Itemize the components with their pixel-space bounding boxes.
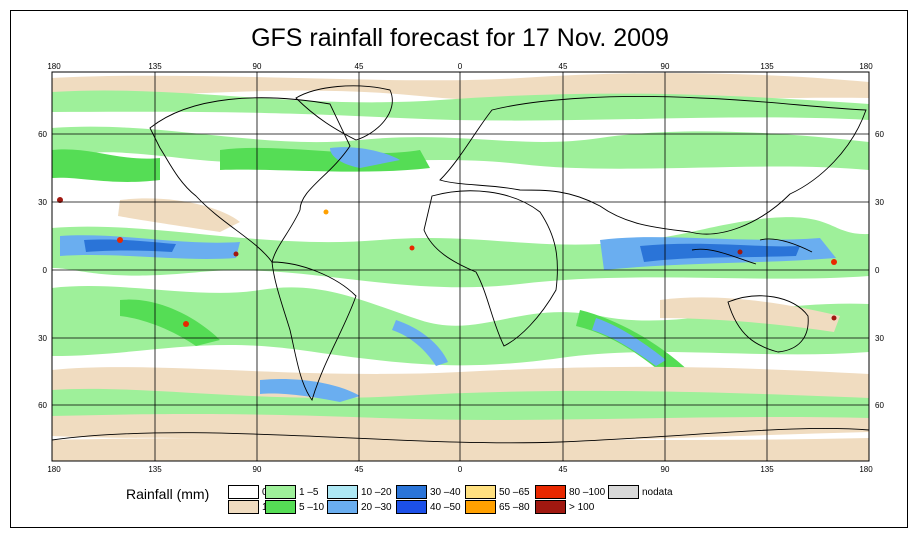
lat-label: 30	[875, 334, 884, 343]
lon-label: 135	[148, 465, 162, 474]
lon-label: 45	[355, 62, 364, 71]
lon-label: 135	[760, 465, 774, 474]
legend-label-0: 0	[262, 487, 268, 498]
graticule	[52, 72, 869, 461]
legend-title: Rainfall (mm)	[126, 486, 210, 502]
lon-label: 0	[458, 62, 463, 71]
legend-swatch-10	[535, 485, 566, 499]
legend-swatch-4	[327, 485, 358, 499]
lat-label: 60	[875, 401, 884, 410]
legend-label-5: 20 –30	[361, 502, 392, 513]
lon-label: 90	[253, 62, 262, 71]
lat-label: 60	[875, 130, 884, 139]
lon-label: 180	[47, 62, 61, 71]
right-latitude-labels: 60 30 0 30 60	[875, 130, 884, 410]
legend-label-11: > 100	[569, 502, 595, 513]
legend-swatch-5	[327, 500, 358, 514]
legend-swatch-3	[265, 500, 296, 514]
legend-label-12: nodata	[642, 487, 673, 498]
legend-label-9: 65 –80	[499, 502, 530, 513]
legend-label-10: 80 –100	[569, 487, 606, 498]
legend-swatch-11	[535, 500, 566, 514]
lon-label: 180	[859, 465, 873, 474]
map-title: GFS rainfall forecast for 17 Nov. 2009	[251, 24, 669, 52]
legend-swatch-8	[465, 485, 496, 499]
figure-frame	[10, 10, 908, 528]
legend-label-4: 10 –20	[361, 487, 392, 498]
legend-label-1: 1	[262, 502, 268, 513]
legend-swatch-1	[228, 500, 259, 514]
lat-label: 30	[38, 334, 47, 343]
lat-label: 30	[875, 198, 884, 207]
lon-label: 135	[148, 62, 162, 71]
lat-label: 0	[43, 266, 48, 275]
legend-label-7: 40 –50	[430, 502, 461, 513]
legend-swatch-9	[465, 500, 496, 514]
legend-label-6: 30 –40	[430, 487, 461, 498]
top-longitude-labels: 180 135 90 45 0 45 90 135 180	[47, 62, 873, 71]
left-latitude-labels: 60 30 0 30 60	[38, 130, 47, 410]
lat-label: 60	[38, 401, 47, 410]
lat-label: 0	[875, 266, 880, 275]
lon-label: 90	[253, 465, 262, 474]
legend-label-3: 5 –10	[299, 502, 325, 513]
lon-label: 45	[559, 465, 568, 474]
legend-swatch-2	[265, 485, 296, 499]
bottom-longitude-labels: 180 135 90 45 0 45 90 135 180	[47, 465, 873, 474]
lon-label: 180	[47, 465, 61, 474]
legend-label-8: 50 –65	[499, 487, 530, 498]
legend-swatch-6	[396, 485, 427, 499]
lon-label: 90	[661, 62, 670, 71]
legend-swatch-0	[228, 485, 259, 499]
legend-swatch-7	[396, 500, 427, 514]
lat-label: 60	[38, 130, 47, 139]
lon-label: 180	[859, 62, 873, 71]
lon-label: 45	[355, 465, 364, 474]
legend-label-2: 1 –5	[299, 487, 319, 498]
lon-label: 90	[661, 465, 670, 474]
lat-label: 30	[38, 198, 47, 207]
map-border	[51, 71, 870, 462]
lon-label: 0	[458, 465, 463, 474]
lon-label: 135	[760, 62, 774, 71]
coastlines	[52, 85, 869, 444]
legend-swatch-12	[608, 485, 639, 499]
lon-label: 45	[559, 62, 568, 71]
